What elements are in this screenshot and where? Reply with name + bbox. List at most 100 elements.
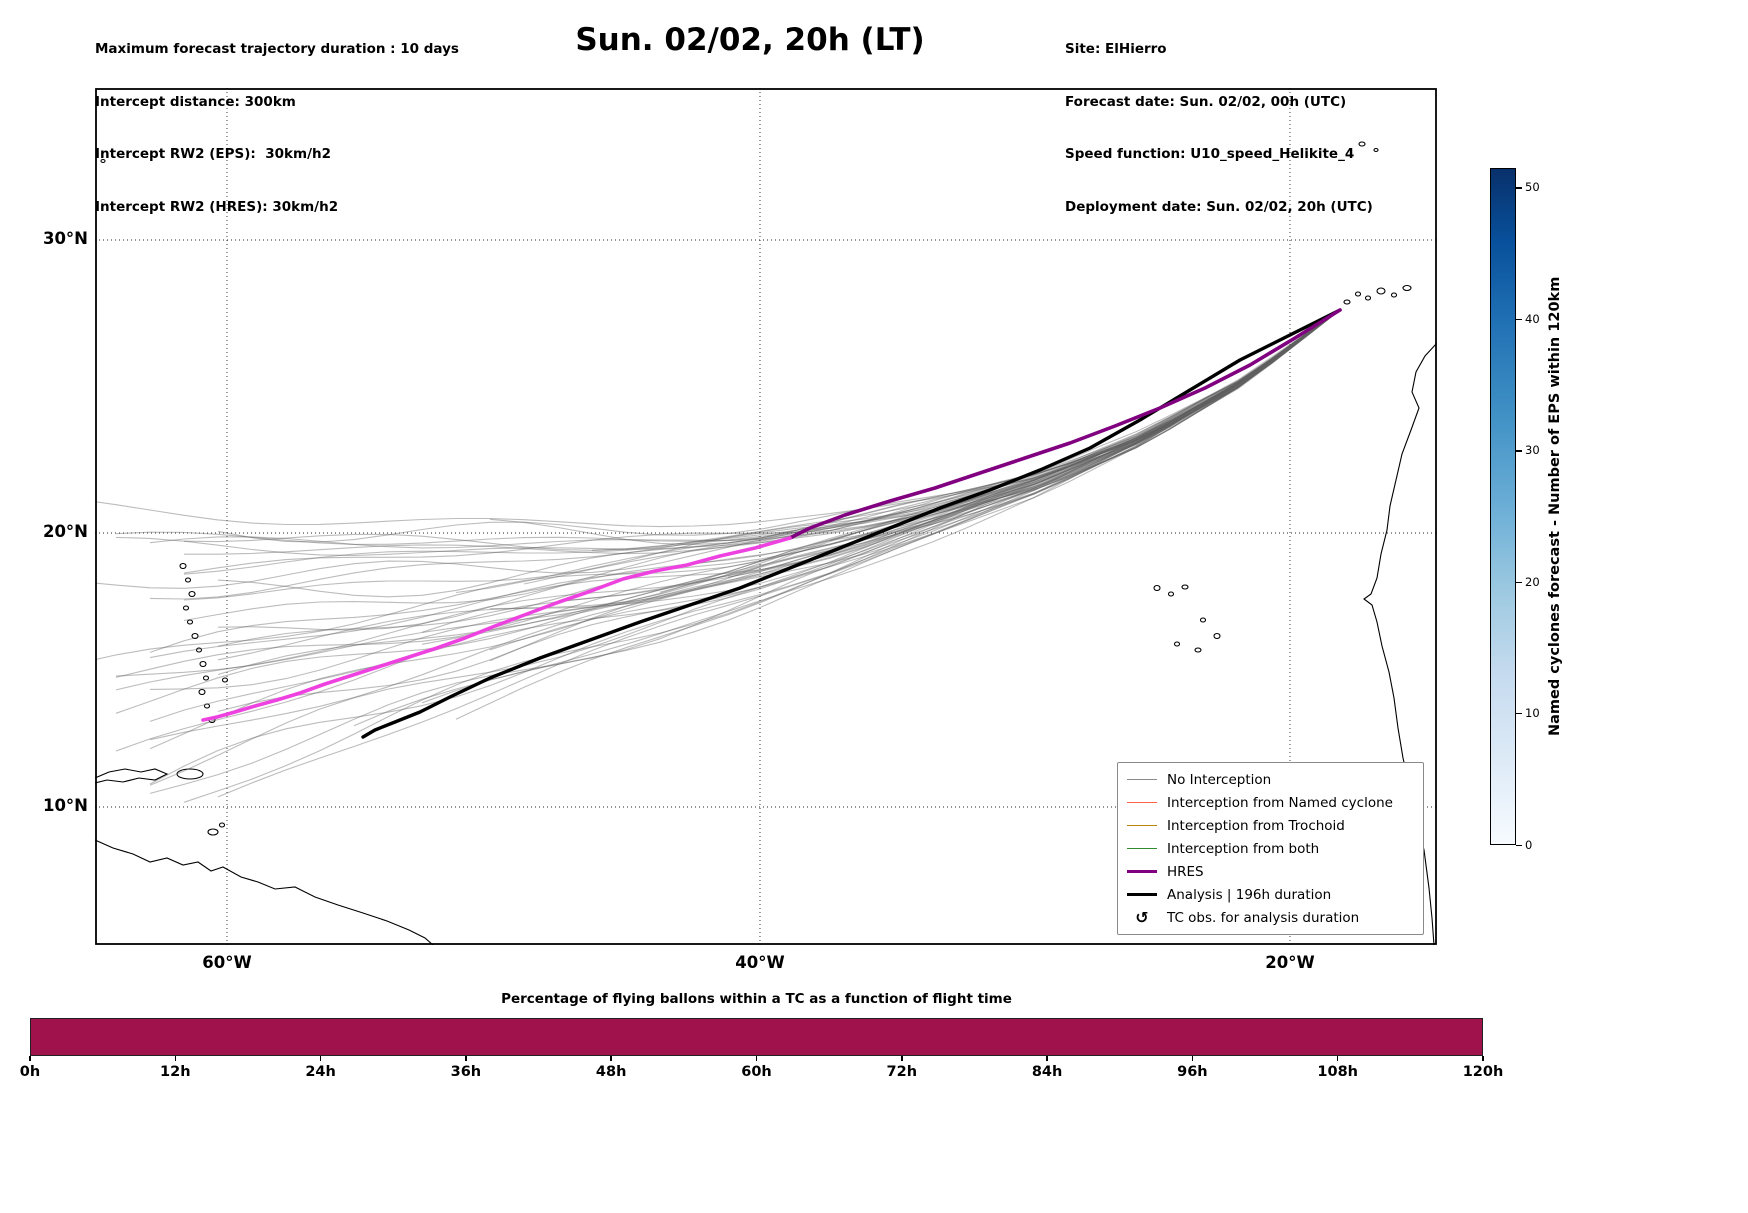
eps-member-trajectory: [217, 309, 1341, 631]
eps-member-trajectory: [95, 309, 1341, 528]
island: [184, 577, 192, 583]
island: [176, 768, 204, 780]
orange-line-swatch: [1127, 802, 1157, 803]
island: [203, 703, 211, 709]
eps-member-trajectory: [183, 309, 1341, 622]
island: [188, 590, 196, 598]
island: [186, 619, 194, 625]
eps-member-trajectory: [149, 309, 1341, 794]
eps-member-trajectory: [95, 309, 1341, 661]
eps-member-trajectory: [183, 309, 1341, 551]
island: [1153, 584, 1161, 592]
colorbar-tick-label: 20: [1525, 574, 1540, 589]
eps-member-trajectory: [115, 309, 1341, 677]
island: [1373, 147, 1379, 153]
island: [191, 632, 199, 640]
cyclone-marker-icon: ↺: [1135, 907, 1149, 927]
colorbar-tick: [1516, 581, 1522, 583]
legend-both: Interception from both: [1127, 839, 1414, 858]
intercept-distance-text: Intercept distance: 300km: [95, 93, 296, 110]
eps-member-trajectory: [149, 309, 1341, 600]
coastline: [95, 768, 169, 784]
coastline: [95, 839, 434, 945]
flight-time-tick: [755, 1056, 758, 1061]
eps-member-trajectory: [149, 309, 1341, 659]
eps-member-trajectory: [217, 309, 1341, 676]
colorbar-tick-label: 50: [1525, 180, 1540, 195]
island: [1213, 632, 1221, 640]
eps-member-trajectory: [421, 309, 1341, 633]
colorbar-tick: [1516, 713, 1522, 715]
flight-time-tick: [610, 1056, 612, 1061]
legend-label: Interception from Trochoid: [1167, 817, 1345, 834]
flight-time-tick: [319, 1056, 322, 1061]
gray-line-swatch: [1127, 779, 1157, 780]
flight-time-tick: [1336, 1056, 1339, 1061]
legend-label: Interception from both: [1167, 840, 1320, 857]
eps-member-trajectory: [557, 309, 1341, 602]
eps-member-trajectory: [183, 309, 1341, 601]
lon-tick-20w: 20°W: [1265, 953, 1315, 972]
intercept-rw2-eps-text: Intercept RW2 (EPS): 30km/h2: [95, 146, 331, 163]
eps-member-trajectory: [149, 309, 1341, 653]
eps-member-trajectory: [149, 309, 1341, 785]
colorbar-tick: [1516, 450, 1522, 452]
site-text: Site: ElHierro: [1065, 41, 1167, 58]
eps-member-trajectory: [829, 309, 1341, 542]
colorbar-tick: [1516, 844, 1522, 846]
island: [1181, 584, 1189, 590]
eps-member-trajectory: [217, 309, 1341, 712]
map-frame: [95, 88, 1437, 945]
lon-tick-60w: 60°W: [202, 953, 252, 972]
flight-time-tick-label: 84h: [1031, 1064, 1063, 1080]
bottom-chart-title: Percentage of flying ballons within a TC…: [501, 991, 1012, 1007]
eps-member-trajectory: [115, 309, 1341, 714]
flight-time-tick: [1482, 1056, 1484, 1061]
island: [1390, 292, 1398, 298]
island: [207, 828, 219, 836]
colorbar-label: Named cyclones forecast - Number of EPS …: [1547, 276, 1563, 737]
legend-label: Analysis | 196h duration: [1167, 886, 1332, 903]
legend-label: TC obs. for analysis duration: [1167, 909, 1360, 926]
purple-line-swatch: [1127, 870, 1157, 873]
legend-label: HRES: [1167, 863, 1204, 880]
colorbar-tick-label: 40: [1525, 311, 1540, 326]
lon-tick-40w: 40°W: [735, 953, 785, 972]
eps-member-trajectory: [217, 309, 1341, 543]
flight-time-tick-label: 108h: [1317, 1064, 1358, 1080]
island: [1199, 617, 1207, 623]
site-info-block: Site: ElHierro Forecast date: Sun. 02/02…: [1065, 6, 1373, 234]
eps-member-trajectory: [183, 309, 1341, 574]
flight-time-tick: [1191, 1056, 1194, 1061]
eps-member-trajectory: [184, 309, 1341, 555]
hres-trajectory: [788, 308, 1342, 540]
hres-extension-trajectory: [201, 536, 792, 722]
legend-hres: HRES: [1127, 862, 1414, 881]
island: [1402, 284, 1412, 292]
named-cyclone-colorbar: [1490, 168, 1516, 845]
island: [1343, 299, 1351, 305]
speed-function-text: Speed function: U10_speed_Helikite_4: [1065, 146, 1355, 163]
eps-member-trajectory: [421, 309, 1341, 645]
lat-tick-30n: 30°N: [42, 229, 88, 248]
colorbar-tick: [1516, 187, 1522, 189]
map-legend: No Interception Interception from Named …: [1117, 762, 1424, 935]
island: [218, 822, 226, 828]
eps-member-trajectory: [115, 309, 1341, 678]
eps-member-trajectory: [489, 309, 1341, 662]
flight-time-tick: [1046, 1056, 1048, 1061]
max-duration-text: Maximum forecast trajectory duration : 1…: [95, 41, 459, 58]
eps-member-trajectory: [149, 309, 1341, 750]
flight-time-tick-label: 120h: [1462, 1064, 1504, 1080]
island: [221, 677, 229, 683]
flight-time-tick-label: 12h: [160, 1064, 191, 1080]
legend-label: Interception from Named cyclone: [1167, 794, 1393, 811]
eps-member-trajectory: [489, 309, 1341, 545]
island: [1173, 641, 1181, 647]
eps-member-trajectory: [115, 309, 1341, 545]
island: [199, 660, 207, 668]
legend-named-cyclone: Interception from Named cyclone: [1127, 793, 1414, 812]
flight-time-tick: [29, 1056, 31, 1061]
flight-time-tick-label: 60h: [741, 1064, 772, 1080]
